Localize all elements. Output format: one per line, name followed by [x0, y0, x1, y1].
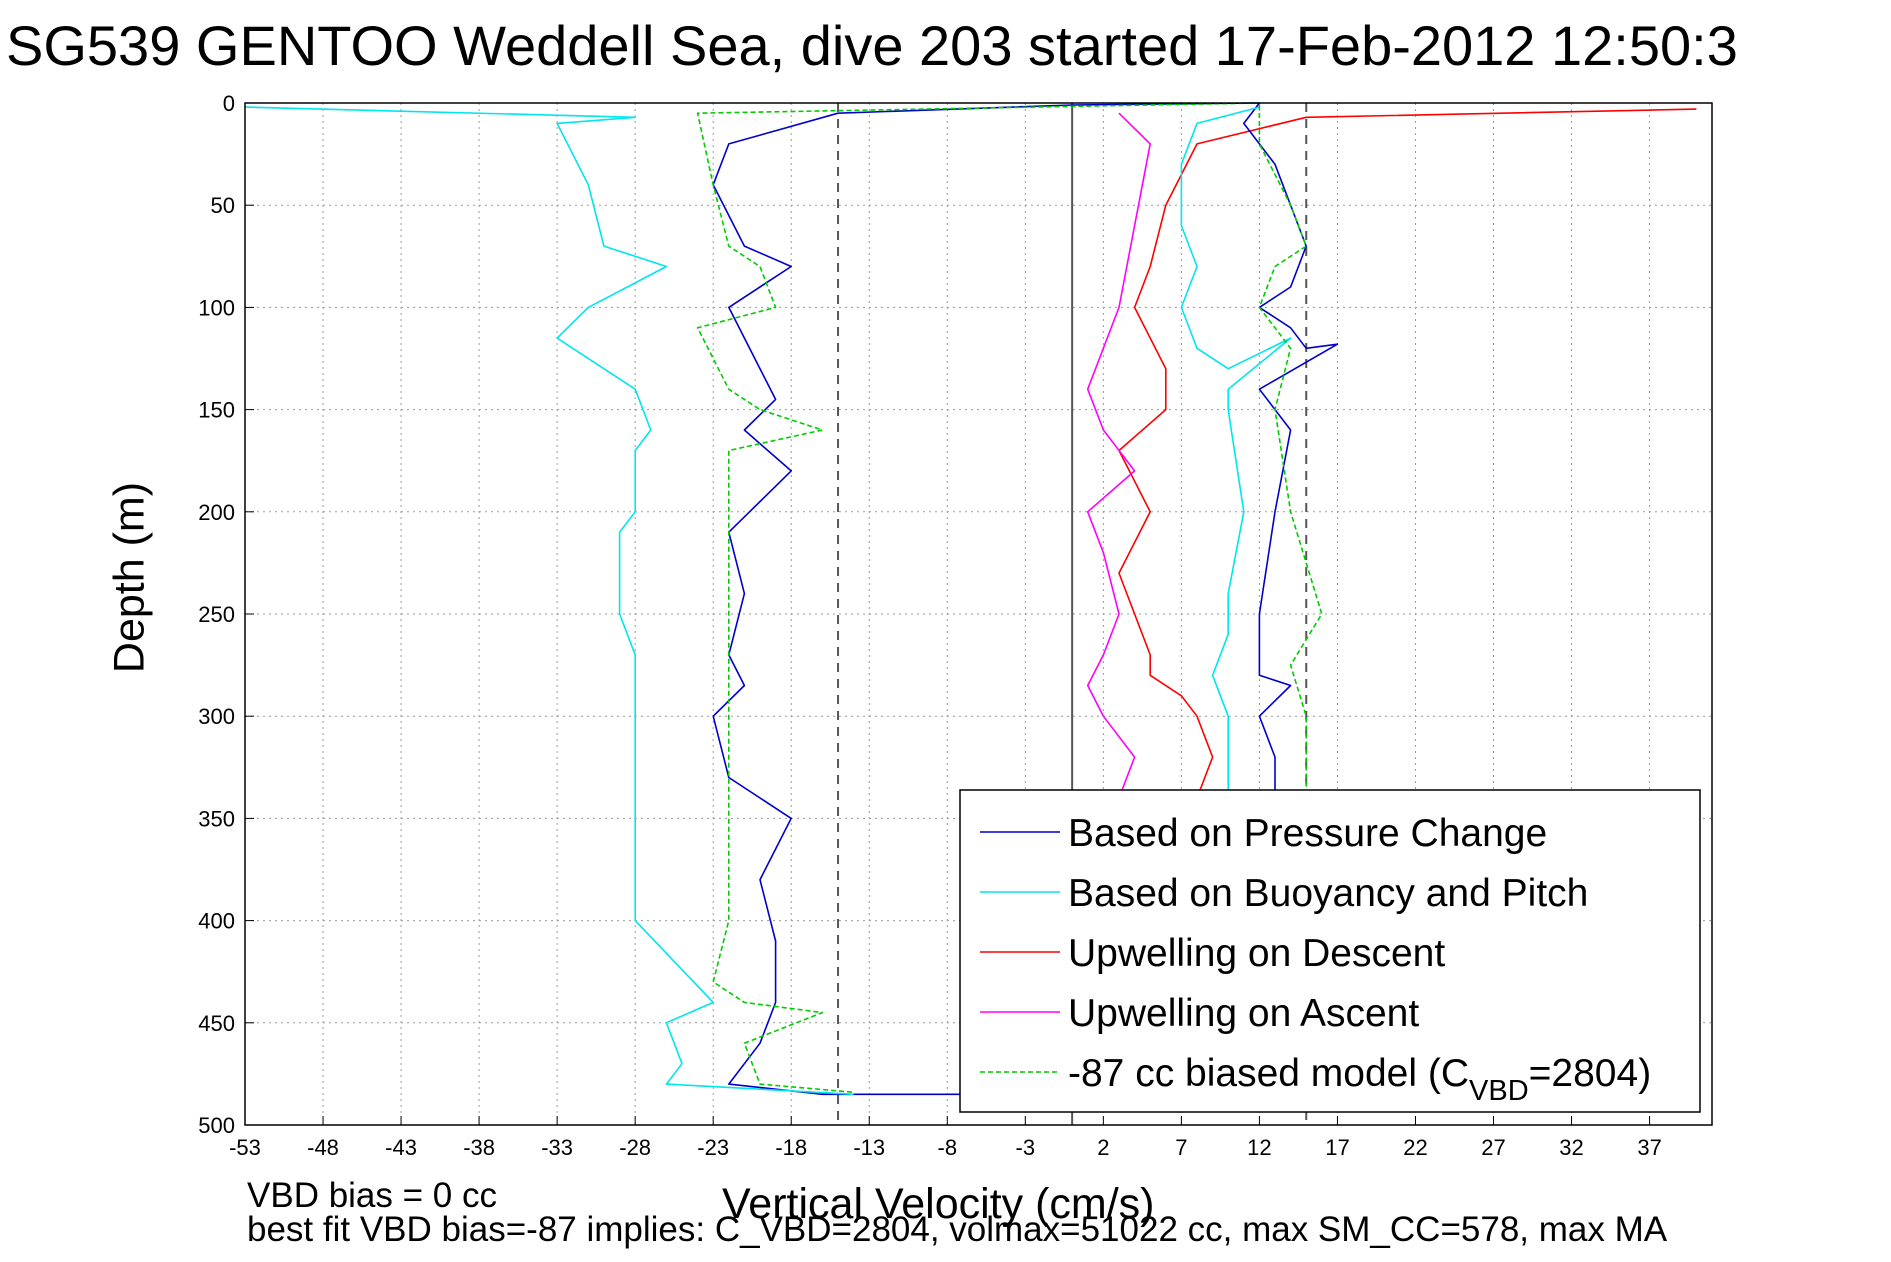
legend-entry-label: Upwelling on Descent [1068, 932, 1445, 975]
legend-subscript: VBD [1469, 1075, 1529, 1107]
x-tick-label: -3 [1016, 1135, 1036, 1160]
x-tick-label: -23 [697, 1135, 729, 1160]
x-tick-label: 22 [1403, 1135, 1427, 1160]
x-tick-label: -8 [938, 1135, 958, 1160]
legend-entry-label: Based on Pressure Change [1068, 812, 1547, 855]
legend-entry-label: Based on Buoyancy and Pitch [1068, 872, 1588, 915]
series-line-2 [1118, 108, 1697, 819]
x-tick-label: -13 [853, 1135, 885, 1160]
x-tick-label: 27 [1481, 1135, 1505, 1160]
y-tick-label: 100 [198, 295, 235, 320]
vbd-bias-note: VBD bias = 0 cc [247, 1176, 497, 1215]
x-tick-label: -48 [307, 1135, 339, 1160]
y-tick-label: 0 [223, 91, 235, 116]
legend-tail: =2804) [1529, 1052, 1652, 1095]
y-axis-label: Depth (m) [105, 481, 154, 674]
x-tick-label: -38 [463, 1135, 495, 1160]
legend-box [959, 789, 1701, 1113]
x-tick-label: -43 [385, 1135, 417, 1160]
y-tick-label: 350 [198, 806, 235, 831]
y-tick-label: 250 [198, 602, 235, 627]
x-tick-label: 7 [1175, 1135, 1187, 1160]
x-tick-label: -33 [541, 1135, 573, 1160]
x-tick-label: 12 [1247, 1135, 1271, 1160]
x-tick-label: -28 [619, 1135, 651, 1160]
y-tick-label: 400 [198, 909, 235, 934]
chart-title: SG539 GENTOO Weddell Sea, dive 203 start… [6, 14, 1738, 77]
x-axis-label: Vertical Velocity (cm/s) [722, 1180, 1155, 1228]
y-tick-label: 450 [198, 1011, 235, 1036]
y-tick-label: 200 [198, 500, 235, 525]
y-tick-label: 150 [198, 398, 235, 423]
x-tick-label: 2 [1097, 1135, 1109, 1160]
x-tick-label: -18 [775, 1135, 807, 1160]
legend-entry-label: Upwelling on Ascent [1068, 992, 1419, 1035]
x-tick-label: 32 [1559, 1135, 1583, 1160]
y-tick-label: 500 [198, 1113, 235, 1138]
plot-frame [244, 102, 1713, 1126]
series-line-1 [244, 106, 854, 1096]
series-line-5 [1243, 102, 1339, 798]
x-tick-label: 37 [1637, 1135, 1661, 1160]
x-tick-label: -53 [229, 1135, 261, 1160]
best-fit-note: best fit VBD bias=-87 implies: C_VBD=280… [247, 1210, 1668, 1249]
series-line-6 [1180, 106, 1292, 819]
series-line-7 [1258, 105, 1323, 798]
x-tick-label: 17 [1325, 1135, 1349, 1160]
y-tick-label: 50 [211, 193, 235, 218]
series-line-4 [696, 102, 1260, 1094]
y-tick-label: 300 [198, 704, 235, 729]
series-line-0 [712, 102, 1260, 1096]
series-line-3 [1086, 112, 1151, 799]
